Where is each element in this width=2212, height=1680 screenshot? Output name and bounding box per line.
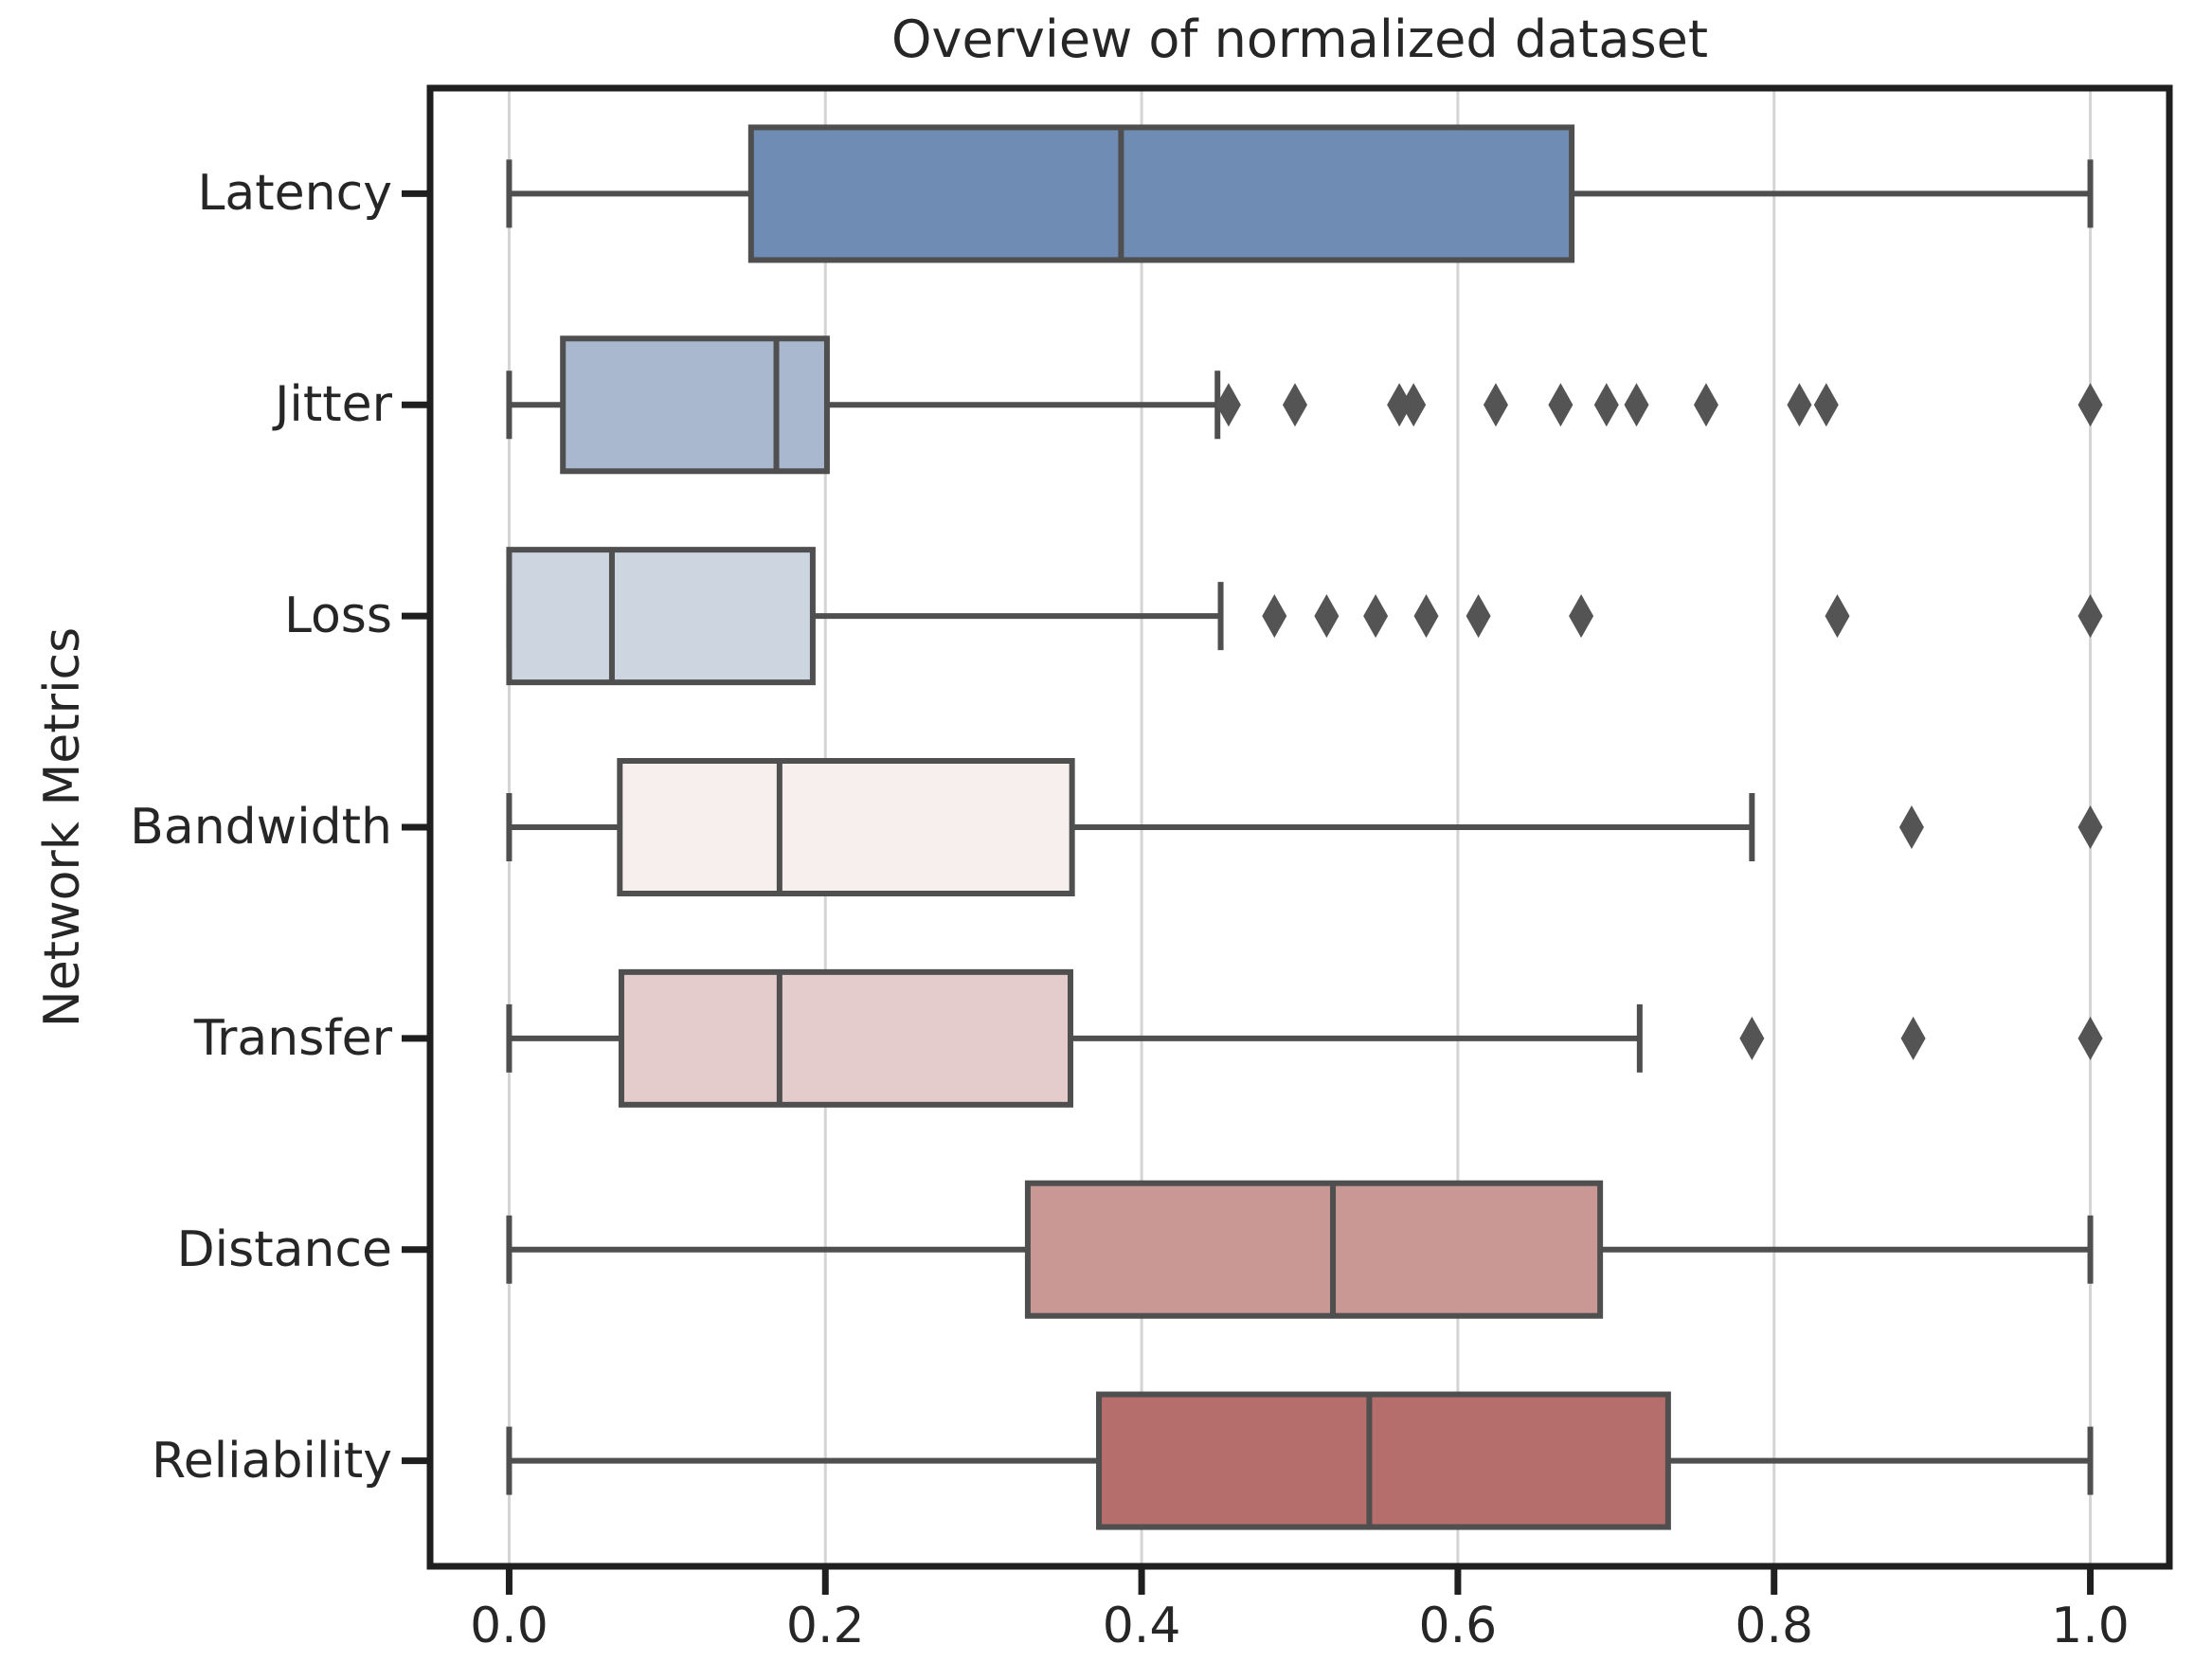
outlier-diamond [2077, 805, 2103, 849]
outlier-diamond [2077, 1016, 2103, 1060]
outlier-diamond [1314, 594, 1340, 639]
box [747, 124, 1575, 263]
outlier-diamond [1466, 594, 1491, 639]
box [506, 547, 816, 686]
y-tick-label-bandwidth: Bandwidth [130, 799, 392, 856]
box-row-jitter [506, 335, 2103, 475]
chart-title: Overview of normalized dataset [891, 9, 1708, 69]
x-tick-label: 0.0 [470, 1598, 549, 1654]
box-row-latency [506, 124, 2094, 263]
box [1024, 1180, 1604, 1319]
x-tick-label: 0.4 [1102, 1598, 1181, 1654]
outlier-diamond [1900, 1016, 1926, 1060]
outlier-diamond [2077, 594, 2103, 639]
outlier-diamond [1825, 594, 1850, 639]
x-tick-label: 0.2 [785, 1598, 865, 1654]
outlier-diamond [1387, 383, 1412, 427]
box [617, 758, 1075, 896]
outlier-diamond [1693, 383, 1718, 427]
x-tick-label: 0.8 [1735, 1598, 1814, 1654]
outlier-diamond [1483, 383, 1508, 427]
outlier-diamond [1282, 383, 1307, 427]
outlier-diamond [1787, 383, 1812, 427]
outlier-diamond [1739, 1016, 1765, 1060]
outlier-diamond [1548, 383, 1574, 427]
outlier-diamond [1593, 383, 1619, 427]
box [560, 335, 830, 475]
outlier-diamond [1413, 594, 1439, 639]
outlier-diamond [1215, 383, 1241, 427]
box-row-loss [506, 547, 2103, 686]
y-tick-label-loss: Loss [283, 587, 392, 645]
box-row-bandwidth [506, 758, 2103, 896]
outlier-diamond [1813, 383, 1839, 427]
box [1096, 1391, 1671, 1530]
y-tick-label-reliability: Reliability [151, 1432, 392, 1490]
x-tick-label: 0.6 [1418, 1598, 1498, 1654]
box-row-reliability [506, 1391, 2094, 1530]
box-row-distance [506, 1180, 2094, 1319]
y-tick-label-transfer: Transfer [193, 1009, 392, 1067]
outlier-diamond [1569, 594, 1594, 639]
outlier-diamond [1262, 594, 1287, 639]
outlier-diamond [1363, 594, 1389, 639]
plot-border [426, 84, 2173, 1570]
y-tick-label-latency: Latency [197, 165, 392, 223]
outlier-diamond [1898, 805, 1924, 849]
y-tick-label-jitter: Jitter [275, 376, 392, 434]
box [618, 968, 1073, 1108]
y-tick-label-distance: Distance [176, 1220, 392, 1278]
box-row-transfer [506, 968, 2103, 1108]
x-tick-label: 1.0 [2051, 1598, 2130, 1654]
outlier-diamond [2077, 383, 2103, 427]
outlier-diamond [1401, 383, 1427, 427]
outlier-diamond [1624, 383, 1649, 427]
